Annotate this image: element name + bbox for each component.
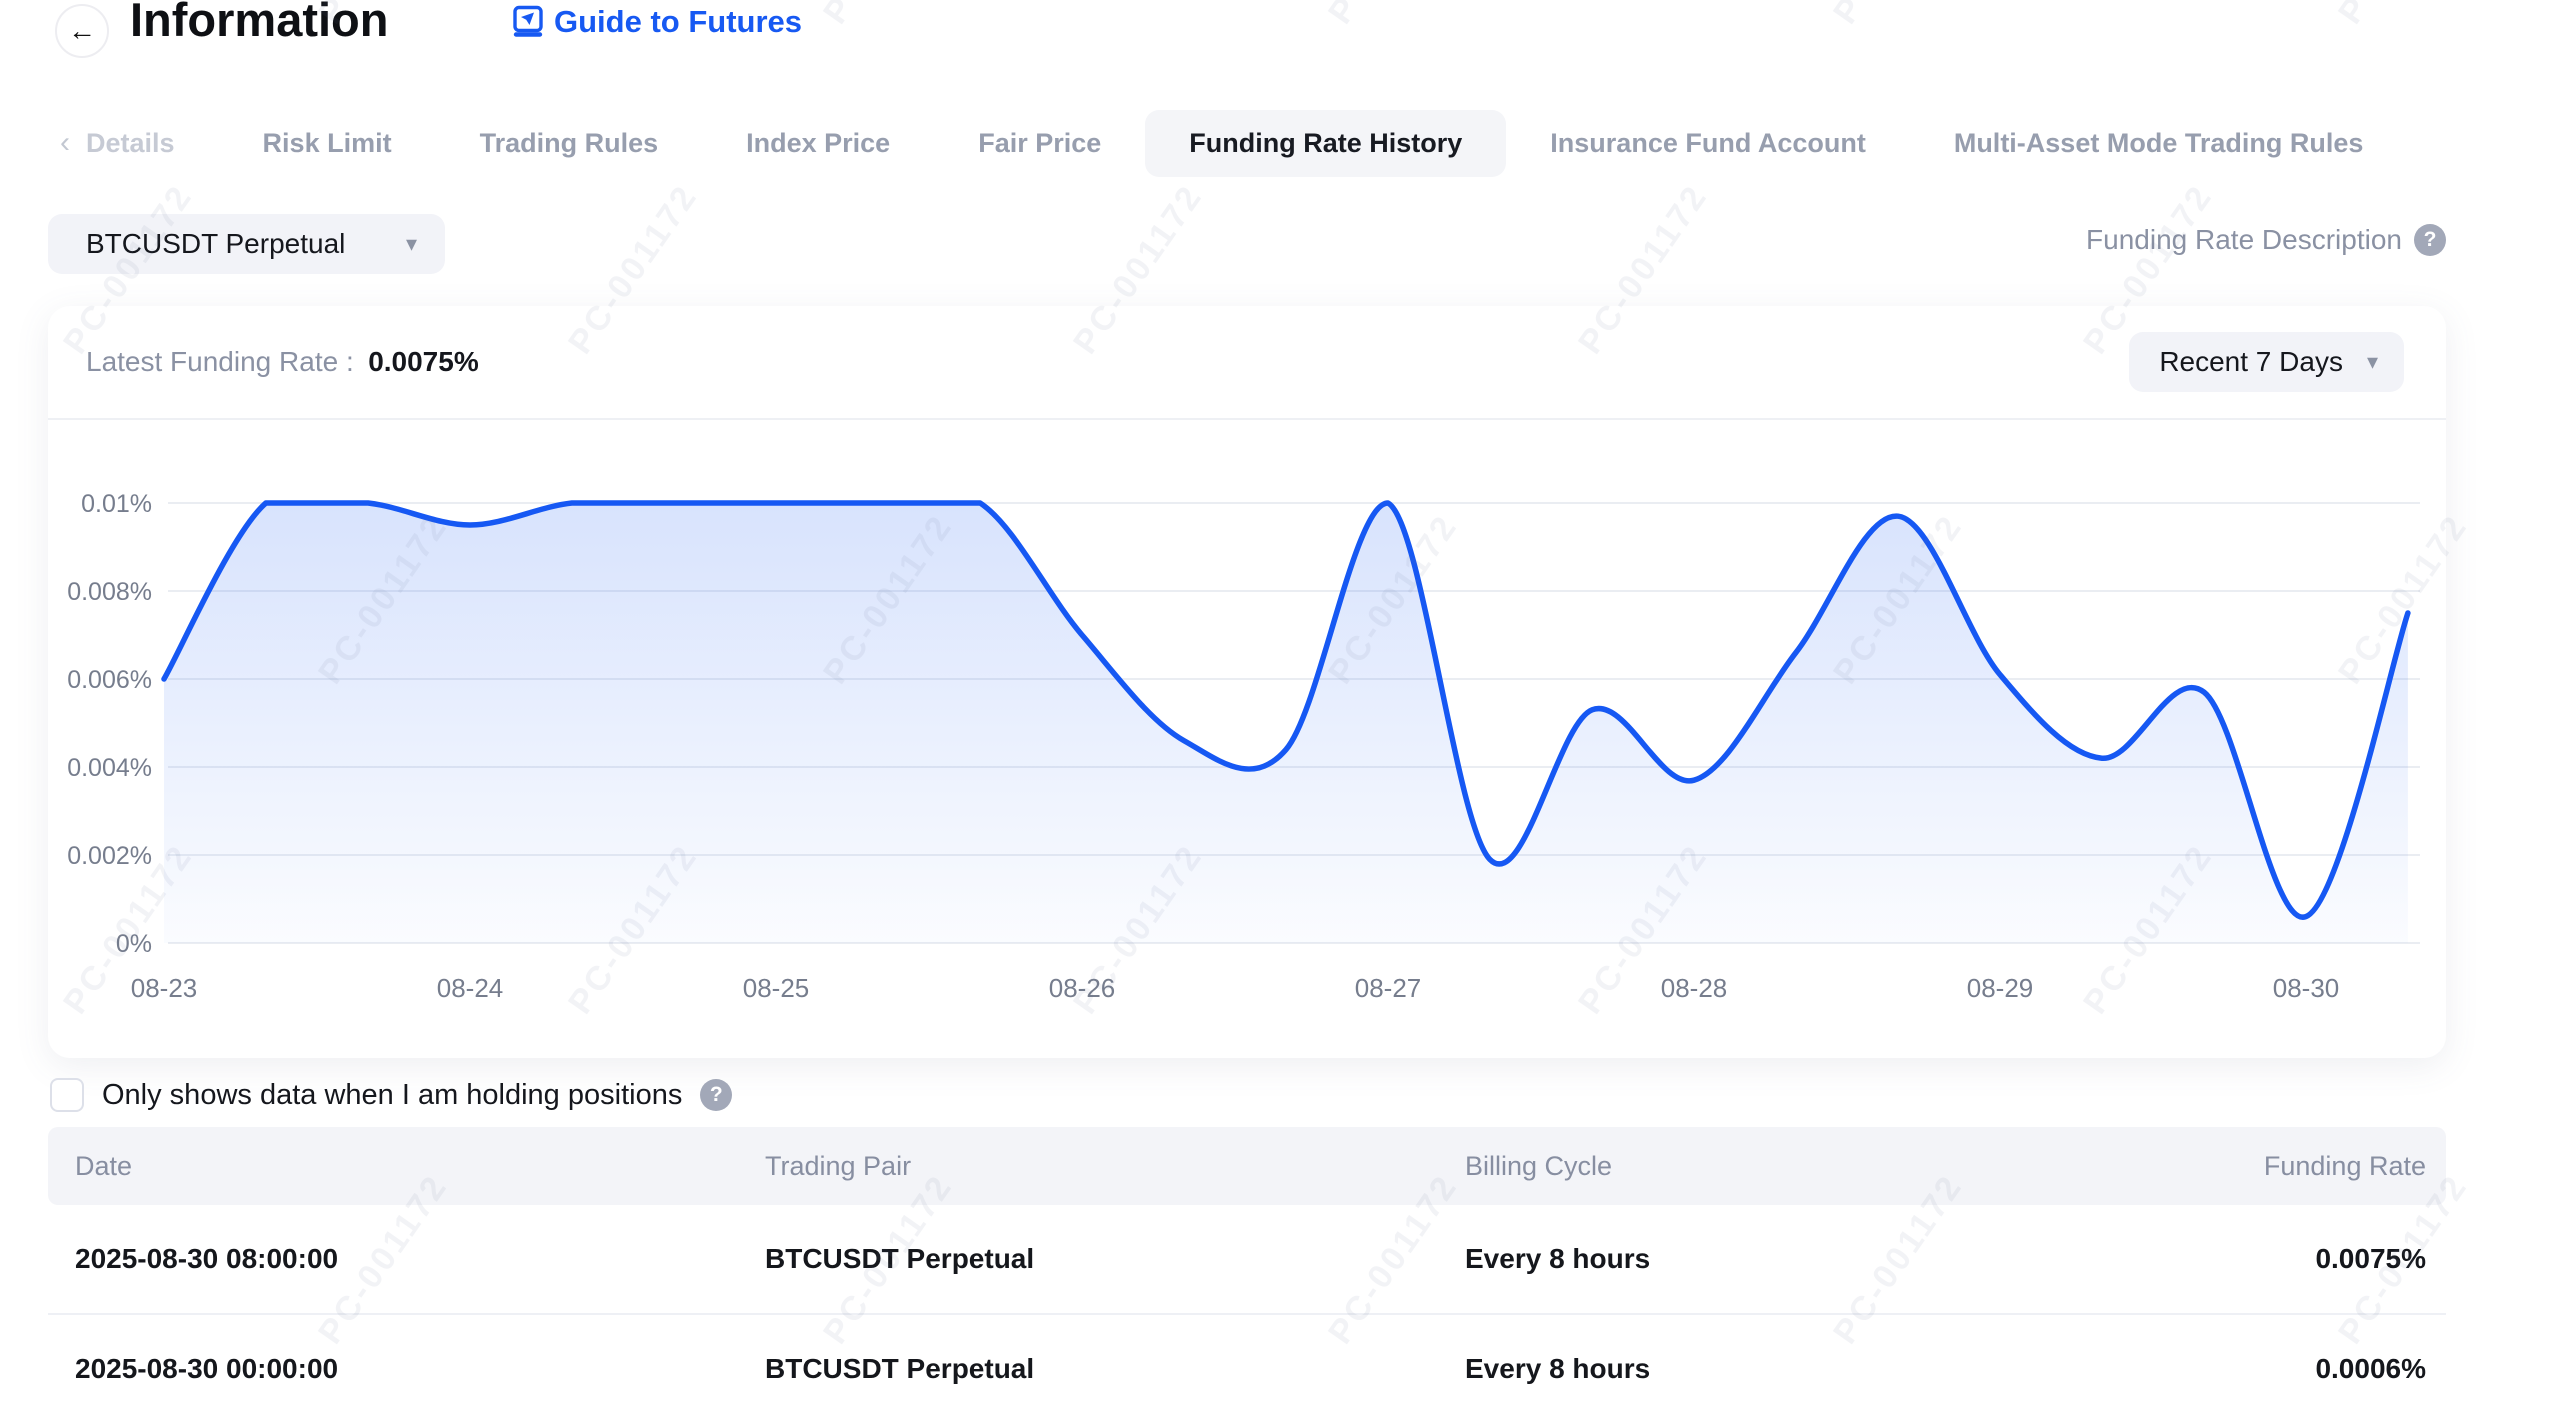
cell-billing-cycle: Every 8 hours — [1465, 1243, 1651, 1274]
tab-bar: ‹ Details Risk Limit Trading Rules Index Pr… — [60, 108, 2512, 178]
chart-line — [161, 500, 2411, 920]
help-icon[interactable]: ? — [2414, 224, 2446, 256]
svg-text:0.002%: 0.002% — [67, 842, 152, 870]
svg-text:08-26: 08-26 — [1049, 973, 1116, 1003]
tab-multi-asset-mode-trading-rules[interactable]: Multi-Asset Mode Trading Rules — [1953, 127, 2364, 158]
latest-funding-rate-value: 0.0075% — [368, 346, 479, 377]
cell-funding-rate: 0.0075% — [2315, 1243, 2426, 1274]
cell-trading-pair: BTCUSDT Perpetual — [765, 1353, 1035, 1384]
svg-text:08-30: 08-30 — [2273, 973, 2340, 1003]
column-header-trading-pair: Trading Pair — [765, 1150, 912, 1181]
cell-funding-rate: 0.0006% — [2315, 1353, 2426, 1384]
tab-risk-limit[interactable]: Risk Limit — [262, 127, 392, 158]
table-header-row: Date Trading Pair Billing Cycle Funding Rat… — [48, 1127, 2446, 1205]
help-icon[interactable]: ? — [700, 1079, 733, 1111]
latest-funding-rate: Latest Funding Rate : 0.0075% — [86, 346, 479, 378]
svg-text:08-23: 08-23 — [131, 973, 198, 1003]
column-header-billing-cycle: Billing Cycle — [1465, 1150, 1613, 1181]
page-title: Information — [130, 0, 389, 46]
tab-funding-rate-history[interactable]: Funding Rate History — [1145, 109, 1507, 177]
column-header-funding-rate: Funding Rate — [2263, 1150, 2426, 1181]
svg-text:08-27: 08-27 — [1355, 973, 1422, 1003]
svg-text:0.008%: 0.008% — [67, 578, 152, 606]
date-range-dropdown[interactable]: Recent 7 Days ▾ — [2129, 332, 2404, 392]
tab-details[interactable]: Details — [86, 127, 175, 158]
back-arrow-icon: ← — [68, 15, 96, 46]
cell-date: 2025-08-30 08:00:00 — [75, 1243, 339, 1274]
positions-filter-row: Only shows data when I am holding positi… — [50, 1078, 733, 1112]
svg-text:0.004%: 0.004% — [67, 754, 152, 782]
chart-area-fill — [164, 503, 2408, 943]
chevron-down-icon: ▾ — [405, 231, 417, 256]
tab-fair-price[interactable]: Fair Price — [978, 127, 1102, 158]
pair-selector-value: BTCUSDT Perpetual — [86, 228, 346, 259]
row-divider — [48, 1313, 2446, 1315]
back-button[interactable]: ← — [55, 4, 109, 58]
table-row: 2025-08-30 08:00:00 BTCUSDT Perpetual Ever… — [48, 1205, 2446, 1313]
tab-insurance-fund-account[interactable]: Insurance Fund Account — [1550, 127, 1866, 158]
svg-text:08-29: 08-29 — [1967, 973, 2034, 1003]
funding-rate-table: Date Trading Pair Billing Cycle Funding Rat… — [48, 1127, 2446, 1423]
chevron-down-icon: ▾ — [2366, 349, 2378, 374]
svg-text:08-25: 08-25 — [743, 973, 810, 1003]
date-range-value: Recent 7 Days — [2159, 346, 2343, 377]
cell-trading-pair: BTCUSDT Perpetual — [765, 1243, 1035, 1274]
svg-text:08-28: 08-28 — [1661, 973, 1728, 1003]
guide-link-label: Guide to Futures — [554, 4, 802, 39]
svg-text:0.006%: 0.006% — [67, 666, 152, 694]
column-header-date: Date — [75, 1150, 133, 1181]
guide-to-futures-link[interactable]: Guide to Futures — [510, 4, 802, 40]
holding-positions-checkbox[interactable] — [50, 1078, 84, 1112]
tabs-scroll-left-icon[interactable]: ‹ — [60, 126, 70, 159]
funding-rate-description-label: Funding Rate Description — [2086, 224, 2402, 255]
tab-trading-rules[interactable]: Trading Rules — [479, 127, 659, 158]
card-header: Latest Funding Rate : 0.0075% Recent 7 D… — [48, 306, 2446, 420]
holding-positions-label: Only shows data when I am holding positi… — [102, 1078, 683, 1111]
svg-text:0.01%: 0.01% — [81, 490, 152, 518]
table-row: 2025-08-30 00:00:00 BTCUSDT Perpetual Ever… — [48, 1315, 2446, 1423]
pair-selector-dropdown[interactable]: BTCUSDT Perpetual ▾ — [48, 214, 445, 274]
cell-billing-cycle: Every 8 hours — [1465, 1353, 1651, 1384]
tab-index-price[interactable]: Index Price — [746, 127, 891, 158]
funding-rate-description: Funding Rate Description ? — [2086, 224, 2446, 256]
guide-book-icon — [513, 5, 543, 37]
latest-funding-rate-label: Latest Funding Rate : — [86, 346, 354, 377]
svg-text:08-24: 08-24 — [437, 973, 504, 1003]
svg-text:0%: 0% — [116, 930, 152, 958]
cell-date: 2025-08-30 00:00:00 — [75, 1353, 339, 1384]
